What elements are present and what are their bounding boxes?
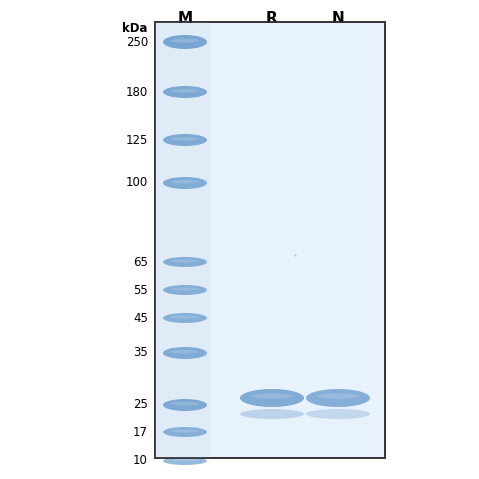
Ellipse shape — [251, 394, 293, 399]
Bar — [155, 22, 385, 458]
Ellipse shape — [163, 134, 207, 146]
Text: 180: 180 — [126, 85, 148, 99]
Ellipse shape — [171, 287, 199, 290]
Ellipse shape — [163, 427, 207, 437]
Ellipse shape — [171, 180, 199, 183]
Ellipse shape — [163, 35, 207, 49]
Text: M: M — [177, 11, 193, 26]
Ellipse shape — [171, 137, 199, 141]
Ellipse shape — [306, 409, 370, 419]
Ellipse shape — [171, 260, 199, 262]
Ellipse shape — [163, 257, 207, 267]
Ellipse shape — [163, 285, 207, 295]
Text: 100: 100 — [126, 176, 148, 190]
Text: N: N — [331, 11, 344, 26]
Ellipse shape — [163, 86, 207, 98]
Ellipse shape — [171, 89, 199, 92]
Ellipse shape — [317, 394, 359, 399]
Text: 10: 10 — [133, 455, 148, 468]
Ellipse shape — [240, 409, 304, 419]
Text: 25: 25 — [133, 399, 148, 411]
Ellipse shape — [317, 411, 359, 414]
Ellipse shape — [251, 411, 293, 414]
Ellipse shape — [171, 430, 199, 433]
Ellipse shape — [163, 347, 207, 359]
Ellipse shape — [171, 316, 199, 319]
Ellipse shape — [163, 177, 207, 189]
Text: 45: 45 — [133, 311, 148, 324]
Text: 55: 55 — [133, 284, 148, 297]
Text: 17: 17 — [133, 425, 148, 438]
Text: 35: 35 — [133, 346, 148, 360]
Text: kDa: kDa — [123, 22, 148, 34]
Ellipse shape — [163, 457, 207, 465]
Text: 65: 65 — [133, 255, 148, 269]
Ellipse shape — [171, 459, 199, 461]
Bar — [155, 22, 385, 458]
Ellipse shape — [171, 350, 199, 354]
Bar — [155, 22, 210, 458]
Ellipse shape — [171, 402, 199, 406]
Text: 250: 250 — [126, 35, 148, 48]
Text: R: R — [266, 11, 278, 26]
Ellipse shape — [163, 313, 207, 323]
Ellipse shape — [240, 389, 304, 407]
Ellipse shape — [171, 38, 199, 43]
Ellipse shape — [163, 399, 207, 411]
Ellipse shape — [306, 389, 370, 407]
Text: 125: 125 — [125, 134, 148, 147]
